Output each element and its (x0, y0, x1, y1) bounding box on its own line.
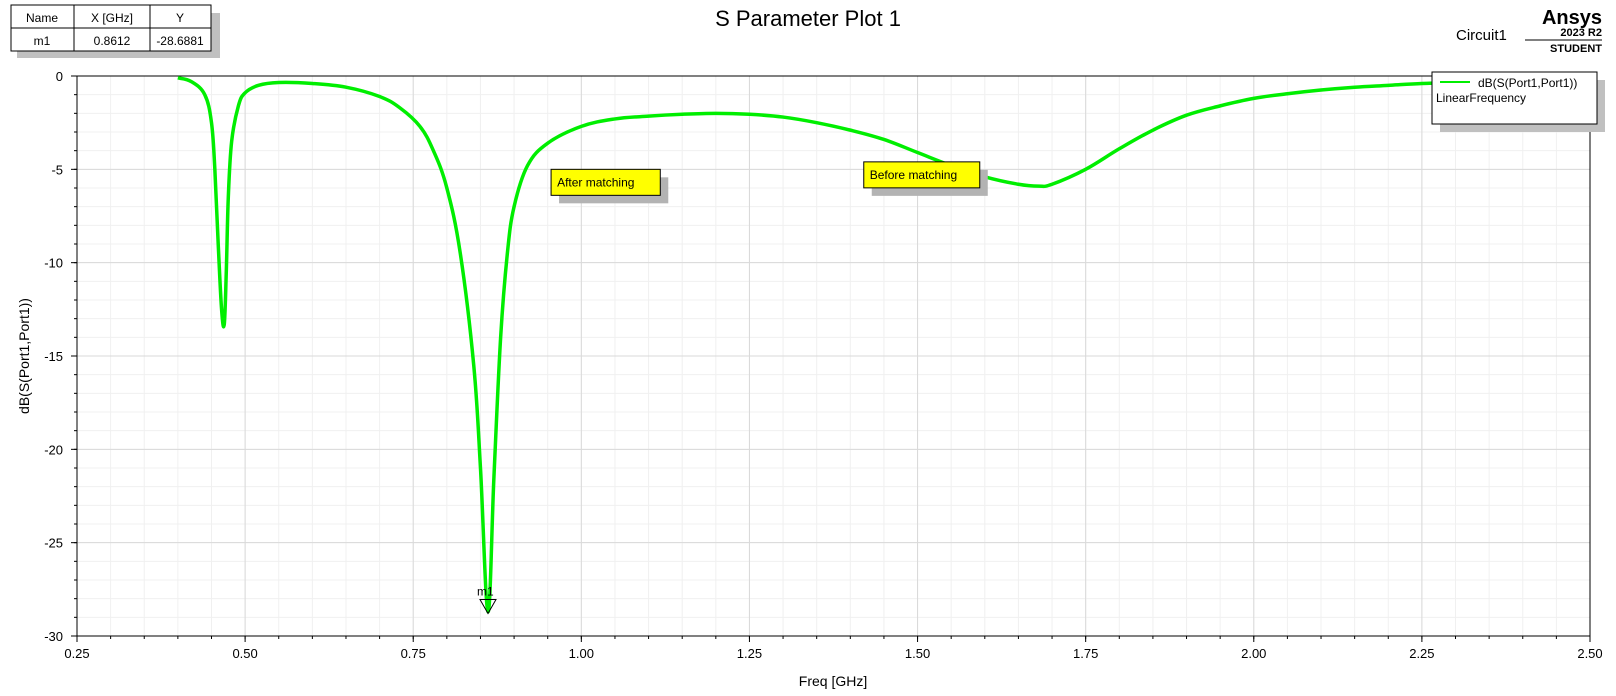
x-tick-label: 0.75 (401, 646, 426, 661)
marker-layer: m1 (477, 585, 497, 615)
x-axis-label: Freq [GHz] (799, 673, 867, 689)
x-axis-ticks: 0.25 0.50 0.75 1.00 1.25 1.50 1.75 2.00 2.25 2.50 (64, 636, 1603, 661)
y-tick-label: -20 (44, 442, 63, 457)
legend-series-label: dB(S(Port1,Port1)) (1478, 76, 1577, 90)
x-tick-label: 0.50 (232, 646, 257, 661)
x-tick-label: 0.25 (64, 646, 89, 661)
y-axis-label: dB(S(Port1,Port1)) (16, 298, 32, 414)
marker-table-header: Y (176, 11, 184, 25)
note-box (863, 161, 981, 189)
legend-frame (1431, 71, 1598, 125)
chart-title: S Parameter Plot 1 (715, 6, 901, 31)
x-tick-label: 2.00 (1241, 646, 1266, 661)
x-tick-label: 1.75 (1073, 646, 1098, 661)
marker-triangle-icon (479, 599, 497, 615)
x-tick-label: 2.50 (1577, 646, 1602, 661)
x-tick-label: 1.25 (737, 646, 762, 661)
x-tick-label: 2.25 (1409, 646, 1434, 661)
x-tick-label: 1.50 (905, 646, 930, 661)
y-tick-label: -25 (44, 536, 63, 551)
y-tick-label: -15 (44, 349, 63, 364)
note-layer: After matching Before matching (550, 161, 988, 204)
note-box (550, 168, 661, 196)
brand-edition: STUDENT (1550, 43, 1602, 55)
y-axis-ticks: 0 -5 -10 -15 -20 -25 -30 (44, 69, 77, 644)
y-tick-label: -10 (44, 256, 63, 271)
y-tick-label: -30 (44, 629, 63, 644)
y-tick-label: 0 (56, 69, 63, 84)
series-line (177, 76, 1456, 614)
marker-table-cell: m1 (34, 34, 51, 48)
marker-table-cell: -28.6881 (156, 34, 204, 48)
y-tick-label: -5 (51, 162, 63, 177)
marker-table[interactable]: Name X [GHz] Y m1 0.8612 -28.6881 (10, 4, 220, 58)
marker-label: m1 (477, 585, 494, 599)
x-tick-label: 1.00 (569, 646, 594, 661)
circuit-label: Circuit1 (1456, 27, 1507, 44)
legend[interactable]: dB(S(Port1,Port1)) LinearFrequency (1431, 71, 1605, 132)
marker-table-header: X [GHz] (91, 11, 133, 25)
brand-name: Ansys (1542, 7, 1602, 29)
note-label: After matching (557, 175, 634, 189)
trace-layer (177, 76, 1456, 614)
brand-version: 2023 R2 (1560, 27, 1602, 39)
marker-table-header: Name (26, 11, 58, 25)
marker-table-cell: 0.8612 (94, 34, 131, 48)
legend-sweep-label: LinearFrequency (1436, 91, 1526, 105)
note-label: Before matching (870, 168, 957, 182)
